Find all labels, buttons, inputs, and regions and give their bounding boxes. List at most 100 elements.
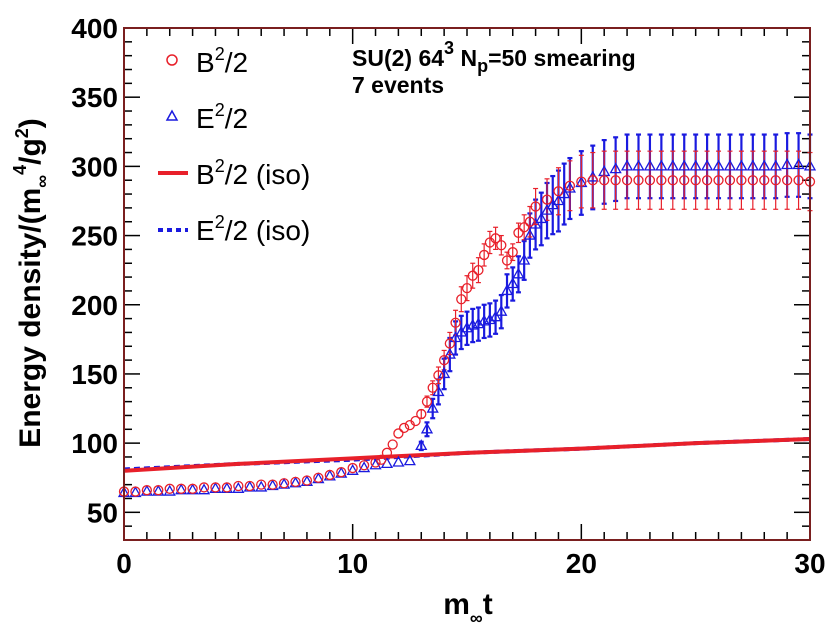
b2-point bbox=[507, 247, 518, 258]
e2-point bbox=[758, 159, 771, 171]
b2-point bbox=[313, 472, 324, 483]
y-tick-label: 100 bbox=[71, 428, 118, 459]
legend-marker-triangle bbox=[165, 109, 179, 121]
e2-point bbox=[689, 159, 702, 171]
legend-label-b2-sup: 2 bbox=[215, 44, 225, 64]
x-axis-title: m∞t bbox=[443, 588, 493, 628]
e2-point bbox=[512, 267, 525, 279]
e2-point bbox=[769, 159, 782, 171]
y-tick-label: 150 bbox=[71, 359, 118, 390]
legend-item-e2-iso: E2/2 (iso) bbox=[158, 212, 310, 246]
y-tick-label: 50 bbox=[87, 497, 118, 528]
legend-label-e2: E2/2 bbox=[196, 100, 248, 134]
b2-point bbox=[130, 486, 141, 497]
y-axis-title-tail: ) bbox=[14, 118, 47, 128]
legend-label-e2-tail: /2 bbox=[225, 103, 248, 134]
b2-point bbox=[501, 255, 513, 266]
e2-point bbox=[712, 159, 725, 171]
legend-item-b2: B2/2 bbox=[166, 44, 248, 78]
x-axis-title-tail: t bbox=[483, 588, 493, 621]
b2-point bbox=[781, 175, 793, 186]
b2-point bbox=[530, 201, 541, 212]
e2-point bbox=[506, 277, 519, 289]
b2-point bbox=[490, 233, 501, 244]
e2-point bbox=[255, 480, 268, 492]
y-axis-title-mid: /g bbox=[14, 138, 47, 165]
data-markers bbox=[117, 158, 817, 498]
legend-label-b2-tail: /2 bbox=[225, 47, 248, 78]
b2-point bbox=[433, 370, 444, 381]
y-tick-label: 250 bbox=[71, 221, 118, 252]
legend-label-b2-iso-tail: /2 (iso) bbox=[225, 159, 311, 190]
e2-point bbox=[723, 159, 737, 171]
x-axis-title-main: m bbox=[443, 588, 470, 621]
b2-point bbox=[176, 483, 187, 494]
b2-point bbox=[221, 482, 233, 493]
e2-point bbox=[620, 159, 634, 171]
y-tick-label: 400 bbox=[71, 13, 118, 44]
b2-point bbox=[724, 175, 736, 186]
e2-point bbox=[535, 212, 548, 224]
b2-point bbox=[610, 175, 621, 186]
e2-point bbox=[558, 187, 571, 199]
e2-point bbox=[449, 331, 462, 343]
e2-point bbox=[232, 481, 245, 493]
annotation-line-1: SU(2) 643 Np=50 smearing bbox=[352, 38, 636, 76]
e2-point bbox=[420, 422, 434, 434]
legend-label-e2-iso: E2/2 (iso) bbox=[196, 212, 310, 246]
b2-point bbox=[599, 175, 610, 186]
legend-label-b2: B2/2 bbox=[196, 44, 248, 78]
annotation-line-1-sup: 3 bbox=[444, 38, 454, 58]
e2-point bbox=[369, 458, 382, 470]
e2-point bbox=[563, 181, 577, 193]
x-tick-label: 0 bbox=[116, 548, 132, 579]
b2-point bbox=[198, 482, 210, 493]
y-tick-labels: 50 100 150 200 250 300 350 400 bbox=[71, 13, 118, 528]
y-axis-title-main: Energy density/(m bbox=[14, 188, 47, 448]
b2-point bbox=[621, 175, 633, 186]
e2-point bbox=[632, 159, 645, 171]
error-bars bbox=[418, 132, 813, 452]
b2-point bbox=[210, 482, 221, 493]
b2-point bbox=[679, 175, 690, 186]
b2-point bbox=[347, 462, 358, 474]
b2-point bbox=[770, 175, 781, 186]
b2-point bbox=[290, 476, 301, 488]
b2-point bbox=[667, 175, 678, 186]
b2-point bbox=[336, 467, 347, 478]
e2-point bbox=[443, 347, 456, 359]
legend-marker-circle bbox=[166, 54, 178, 66]
e2-point bbox=[666, 159, 679, 171]
legend-label-b2-iso: B2/2 (iso) bbox=[196, 156, 310, 190]
y-axis-title-sup2: 2 bbox=[12, 128, 32, 138]
legend-label-e2-iso-main: E bbox=[196, 215, 215, 246]
b2-point bbox=[553, 186, 564, 197]
x-tick-label: 30 bbox=[794, 548, 825, 579]
legend-label-e2-main: E bbox=[196, 103, 215, 134]
b2-point bbox=[793, 175, 804, 186]
b2-point bbox=[438, 354, 450, 366]
b2-point bbox=[467, 270, 478, 281]
b2-point bbox=[233, 480, 244, 492]
b2-point bbox=[427, 382, 438, 393]
e2-point bbox=[609, 162, 622, 174]
annotation-line-1-mid: N bbox=[454, 45, 477, 71]
b2-point bbox=[644, 175, 656, 186]
b2-point bbox=[398, 422, 410, 434]
b2-point bbox=[473, 265, 484, 276]
b2-point bbox=[759, 175, 770, 186]
legend-label-b2-iso-sup: 2 bbox=[215, 156, 225, 176]
e2-point bbox=[523, 228, 536, 240]
e2-point bbox=[792, 158, 805, 170]
legend-item-b2-iso: B2/2 (iso) bbox=[158, 156, 310, 190]
e2-point bbox=[483, 313, 496, 325]
b2-point bbox=[256, 479, 267, 490]
b2-point bbox=[421, 396, 433, 407]
b2-point bbox=[713, 175, 724, 186]
x-tick-labels: 0 10 20 30 bbox=[116, 548, 825, 579]
e2-point bbox=[357, 461, 371, 473]
e2-point bbox=[489, 310, 502, 322]
legend-label-e2-iso-tail: /2 (iso) bbox=[225, 215, 311, 246]
b2-point bbox=[376, 454, 387, 465]
